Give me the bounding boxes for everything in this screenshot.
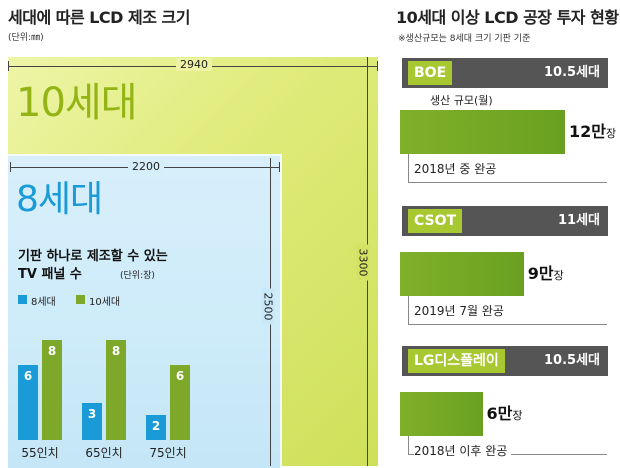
capacity-value: 12만장 (569, 122, 617, 141)
left-unit-label: (단위:㎜) (8, 33, 44, 43)
gen10-width-tick-left (8, 61, 9, 71)
legend-label-gen8: 8세대 (31, 297, 56, 308)
guide-line (408, 296, 607, 325)
company-name: LG디스플레이 (408, 349, 505, 373)
guide-line (408, 154, 607, 183)
gen8-label: 8세대 (16, 179, 103, 220)
company-generation: 10.5세대 (544, 65, 600, 80)
bar-value-label: 2 (151, 419, 161, 433)
panel-chart-unit: (단위:장) (120, 271, 155, 281)
bar-value-label: 3 (87, 406, 97, 421)
capacity-bar-1 (400, 110, 565, 154)
company-header-3: LG디스플레이 10.5세대 (402, 346, 608, 376)
bar-gen8-2 (82, 402, 102, 440)
capacity-value: 6만장 (486, 404, 523, 423)
completion-text: 2019년 7월 완공 (414, 302, 508, 319)
capacity-value: 9만장 (527, 264, 564, 283)
capacity-bar-3 (400, 392, 483, 436)
bar-gen10-3 (170, 365, 190, 440)
bar-value-label: 6 (175, 369, 185, 383)
gen8-width-label: 2200 (128, 160, 164, 173)
company-header-2: CSOT 11세대 (402, 206, 608, 236)
gen10-width-tick-right (377, 61, 378, 71)
category-label: 65인치 (85, 446, 123, 460)
company-header-1: BOE 10.5세대 (402, 58, 608, 88)
legend-swatch-gen10 (76, 295, 85, 304)
completion-text: 2018년 중 완공 (414, 160, 501, 177)
bar-gen8-3 (146, 415, 166, 440)
company-generation: 11세대 (557, 213, 600, 228)
gen8-width-tick-left (10, 162, 11, 172)
legend-swatch-gen8 (18, 295, 27, 304)
legend-label-gen10: 10세대 (89, 297, 121, 308)
bar-gen8-1 (18, 365, 38, 440)
company-name: CSOT (408, 209, 463, 233)
bar-value-label: 6 (23, 369, 33, 383)
bar-gen10-1 (42, 340, 62, 440)
gen8-width-tick-right (279, 162, 280, 172)
measure-label: 생산 규모(월) (430, 94, 493, 107)
completion-text: 2018년 이후 완공 (414, 442, 512, 459)
right-chart-title: 10세대 이상 LCD 공장 투자 현황 (396, 8, 619, 27)
left-chart-title: 세대에 따른 LCD 제조 크기 (8, 8, 190, 27)
right-chart-subtitle: ※생산규모는 8세대 크기 기판 기준 (398, 34, 531, 44)
company-generation: 10.5세대 (544, 353, 600, 368)
gen10-label: 10세대 (16, 80, 137, 126)
bar-value-label: 8 (47, 344, 57, 358)
gen8-height-label: 2500 (261, 288, 275, 325)
gen10-height-label: 3300 (356, 244, 370, 281)
category-label: 75인치 (149, 446, 187, 460)
bar-gen10-2 (106, 340, 126, 440)
category-label: 55인치 (21, 446, 59, 460)
bar-value-label: 8 (111, 344, 121, 358)
panel-chart-title: 기판 하나로 제조할 수 있는 TV 패널 수 (18, 249, 168, 282)
capacity-bar-2 (400, 252, 524, 296)
company-name: BOE (408, 61, 453, 85)
gen10-width-label: 2940 (176, 58, 212, 71)
